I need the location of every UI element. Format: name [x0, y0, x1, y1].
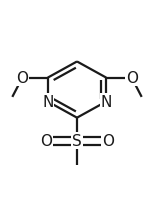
Text: S: S	[72, 134, 82, 149]
Text: N: N	[101, 94, 112, 110]
Text: N: N	[42, 94, 53, 110]
Text: O: O	[40, 134, 52, 149]
Text: O: O	[102, 134, 114, 149]
Text: O: O	[16, 71, 28, 86]
Text: O: O	[126, 71, 138, 86]
